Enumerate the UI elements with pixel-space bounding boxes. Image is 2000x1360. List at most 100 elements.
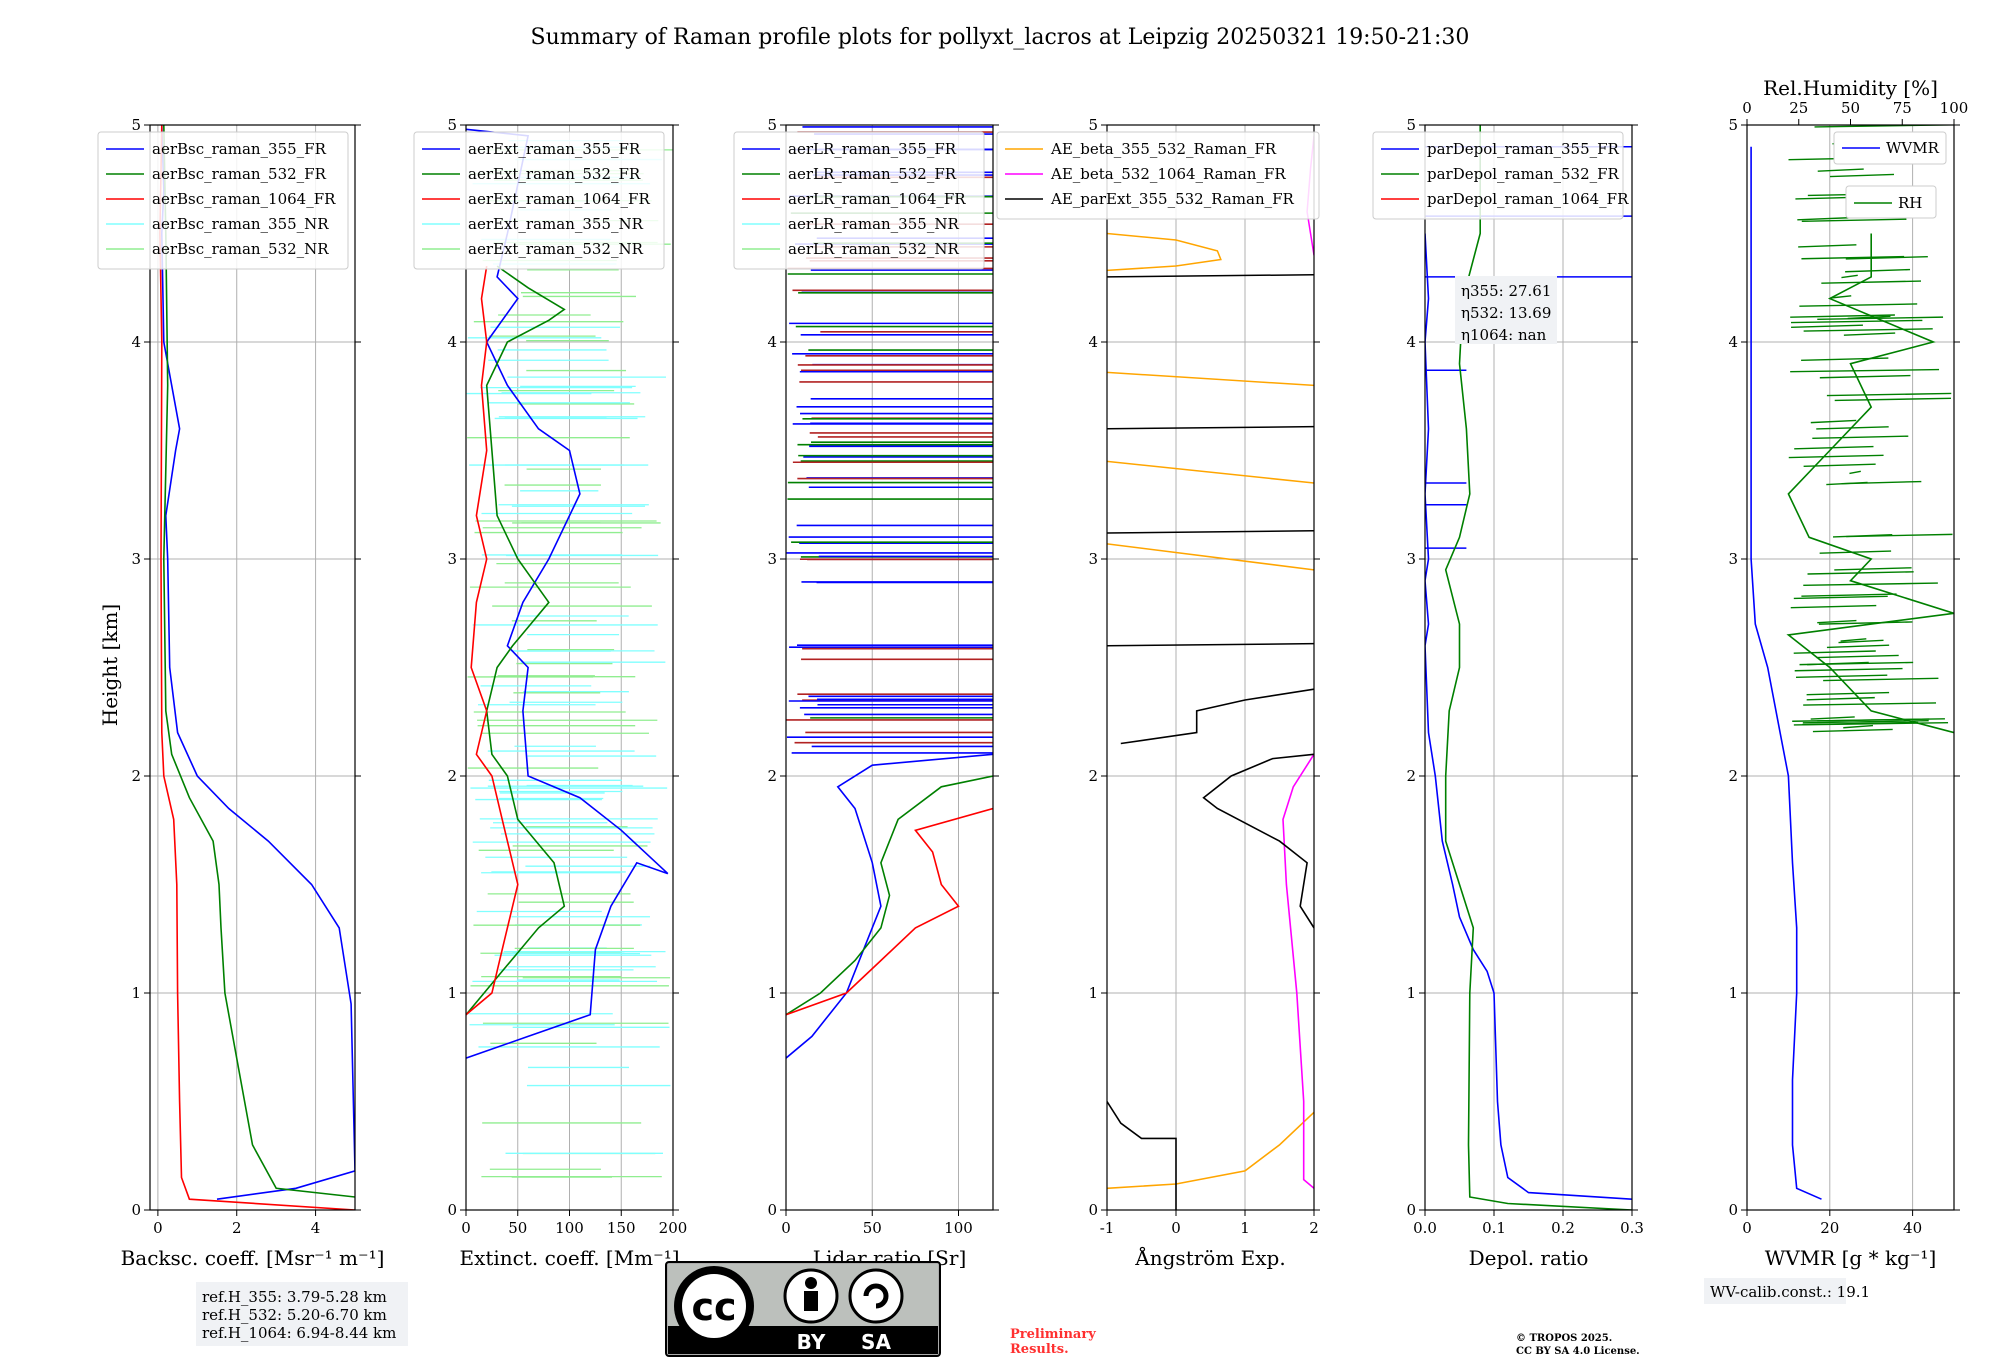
series-line-ae-beta-355-532-raman-fr [1107,1111,1314,1190]
rh-noise-line [1801,593,1897,597]
x-tick-label: 100 [555,1219,584,1237]
y-tick-label: 1 [1088,984,1098,1002]
legend: AE_beta_355_532_Raman_FR AE_beta_532_1064… [996,131,1320,220]
y-tick-label: 2 [1088,767,1098,785]
y-tick-label: 5 [1406,116,1416,134]
rh-noise-line [1843,724,1874,729]
cc-letters-icon: cc [691,1285,736,1329]
legend-entry-label: aerExt_raman_1064_FR [468,190,650,208]
rh-noise-line [1826,392,1952,397]
x-tick-label: 0.1 [1482,1219,1506,1237]
eta-532: η532: 13.69 [1461,304,1551,322]
rh-noise-line [1845,256,1928,260]
legend-entry-label: aerBsc_raman_1064_FR [152,190,336,208]
series-line-aerbsc-raman-355-fr [160,125,355,1200]
series-line-ae-parext-355-532-raman-fr [1120,688,1314,745]
copyright-line-1: © TROPOS 2025. [1516,1333,1612,1344]
ae-step-line [1107,642,1314,647]
rh-noise-line [1790,604,1877,609]
y-tick-label: 0 [1728,1201,1738,1219]
rh-noise-line [1788,454,1884,459]
preliminary-line-1: Preliminary [1010,1327,1096,1342]
legend-entry-label: parDepol_raman_1064_FR [1427,190,1629,208]
x-tick-label: 0 [781,1219,791,1237]
x-tick-label: 50 [863,1219,882,1237]
top-x-tick-label: 100 [1940,99,1969,117]
y-tick-label: 2 [1728,767,1738,785]
rh-noise-line [1807,661,1869,666]
rh-noise-line [1801,218,1907,222]
y-tick-label: 2 [447,767,457,785]
legend-entry-label: AE_beta_532_1064_Raman_FR [1050,165,1286,183]
x-tick-label: 0 [1171,1219,1181,1237]
legend: aerLR_raman_355_FR aerLR_raman_532_FR aerL… [733,131,985,270]
legend-entry-label: aerBsc_raman_532_FR [152,165,327,183]
top-x-tick-label: 75 [1893,99,1912,117]
legend-entry-label: WVMR [1886,139,1940,157]
y-tick-label: 5 [1728,116,1738,134]
rh-noise-line [1799,303,1918,307]
legend-entry-label: parDepol_raman_355_FR [1427,140,1620,158]
y-tick-label: 5 [447,116,457,134]
legend-entry-label: aerLR_raman_532_FR [788,165,957,183]
ae-orange-segment [1107,460,1314,484]
rh-noise-line [1817,718,1945,722]
y-tick-label: 2 [767,767,777,785]
rh-noise-line [1847,315,1891,320]
by-person-head-icon [805,1277,817,1289]
y-tick-label: 3 [767,550,777,568]
x-tick-label: 0 [1742,1219,1752,1237]
rh-noise-line [1794,445,1874,450]
rh-noise-line [1812,728,1893,733]
rh-noise-line [1838,639,1884,644]
cc-sa-label: SA [861,1330,891,1354]
x-axis-label: Depol. ratio [1469,1246,1589,1270]
top-x-tick-label: 0 [1742,99,1752,117]
legend-entry-label: aerExt_raman_355_FR [468,140,641,158]
y-tick-label: 0 [131,1201,141,1219]
y-tick-label: 5 [1088,116,1098,134]
eta-box-background [1455,276,1557,344]
y-tick-label: 3 [1728,550,1738,568]
rh-noise-line [1793,595,1888,600]
panel-5: 0.0 0.1 0.2 0.3 0 1 2 3 4 5 Depol. ratio parDepol_r… [1372,116,1644,1270]
y-tick-label: 0 [447,1201,457,1219]
series-line-ae-parext-355-532-raman-fr [1202,753,1314,929]
sa-share-icon [848,1268,904,1324]
by-person-body-icon [804,1291,818,1311]
y-tick-label: 1 [1406,984,1416,1002]
axes-frame [149,124,356,1211]
rh-noise-line [1816,654,1899,659]
axes-frame [1424,124,1633,1211]
rh-noise-line [1817,619,1857,624]
ref-height-box: ref.H_355: 3.79-5.28 km ref.H_532: 5.20-… [196,1282,408,1346]
y-tick-label: 3 [1088,550,1098,568]
eta-box: η355: 27.61 η532: 13.69 η1064: nan [1455,276,1557,344]
rh-noise-line [1798,244,1857,248]
rh-noise-line [1830,295,1852,299]
legend-entry-label: aerExt_raman_532_NR [468,240,644,258]
rh-noise-line [1819,374,1911,379]
x-tick-label: 0 [153,1219,163,1237]
rh-noise-line [1834,567,1912,571]
rh-noise-line [1790,314,1895,318]
rh-noise-line [1817,316,1944,320]
top-x-tick-label: 25 [1789,99,1808,117]
rh-noise-line [1793,650,1876,654]
x-tick-label: 4 [311,1219,321,1237]
series-line-pardepol-raman-355-fr [1425,233,1632,1200]
x-tick-label: 0.0 [1413,1219,1437,1237]
rh-noise-line [1849,470,1861,475]
wv-calib-background [1704,1278,1846,1304]
y-tick-label: 3 [1406,550,1416,568]
rh-noise-line [1821,280,1922,284]
rh-noise-line [1819,550,1892,554]
legend-box [97,131,349,270]
series-line-aerlr-raman-532-fr [786,775,993,1016]
series-group [159,125,355,1210]
ref-line-355: ref.H_355: 3.79-5.28 km [202,1288,387,1306]
rh-noise-line [1794,667,1903,672]
y-tick-label: 0 [767,1201,777,1219]
